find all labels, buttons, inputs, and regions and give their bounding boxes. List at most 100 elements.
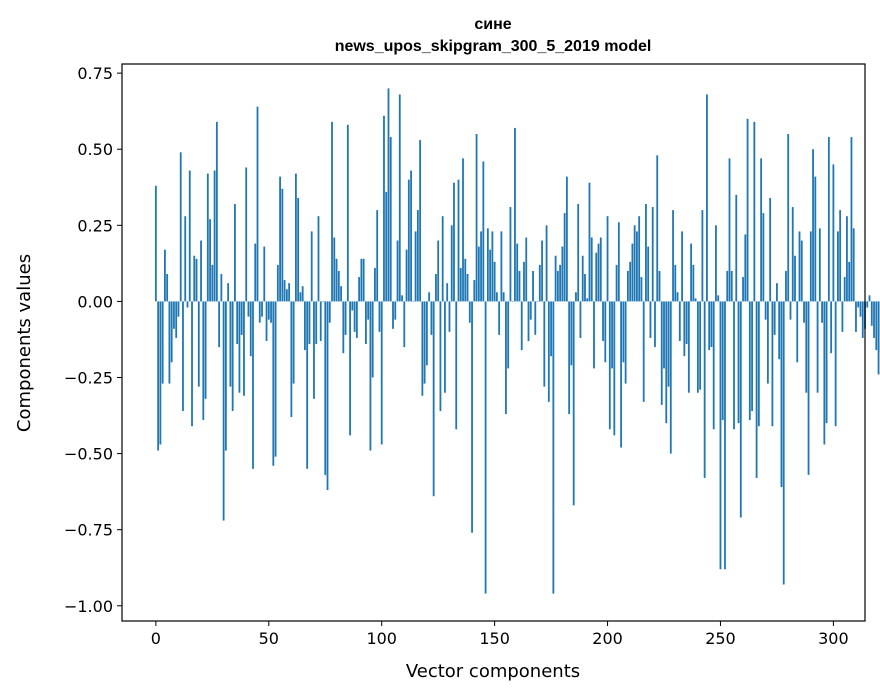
- bar: [157, 301, 160, 451]
- bar: [516, 243, 519, 302]
- bar: [785, 270, 787, 302]
- bar: [459, 267, 462, 302]
- bar: [787, 134, 790, 302]
- bar: [710, 301, 713, 348]
- bar: [306, 301, 309, 469]
- bar: [778, 301, 781, 360]
- bar: [611, 301, 613, 369]
- bar: [629, 261, 632, 302]
- chart-title-line1: сине: [474, 16, 511, 33]
- bar: [794, 255, 796, 302]
- bar: [651, 207, 654, 302]
- bar: [766, 301, 769, 384]
- bar: [586, 298, 589, 302]
- bar: [505, 301, 507, 415]
- bar: [717, 295, 720, 302]
- bar: [527, 301, 530, 341]
- bar: [365, 301, 367, 345]
- bar: [534, 301, 537, 335]
- bar: [658, 270, 661, 302]
- bar: [617, 222, 620, 302]
- bar: [394, 301, 397, 320]
- bar: [692, 264, 695, 302]
- bar: [773, 301, 776, 335]
- bar: [182, 301, 184, 411]
- bar: [220, 274, 223, 302]
- bar: [572, 301, 575, 506]
- bar: [265, 301, 268, 341]
- bar: [590, 237, 593, 302]
- bar: [380, 301, 383, 445]
- bar: [622, 301, 625, 363]
- bar: [396, 240, 399, 302]
- bar: [800, 240, 803, 302]
- bar: [615, 264, 618, 302]
- bar: [547, 301, 550, 402]
- bar: [715, 225, 717, 302]
- bar: [550, 301, 552, 357]
- bar: [672, 210, 674, 302]
- bar: [498, 301, 501, 335]
- bar: [536, 301, 539, 302]
- bar: [654, 301, 656, 348]
- bar: [690, 243, 693, 302]
- bar: [823, 301, 826, 445]
- bar: [480, 231, 482, 302]
- bar: [509, 207, 512, 302]
- bar: [816, 301, 819, 393]
- bar: [188, 170, 191, 302]
- bar: [850, 137, 853, 302]
- bar: [812, 149, 814, 302]
- bar: [247, 301, 250, 317]
- bar: [575, 292, 577, 302]
- bar: [837, 231, 839, 302]
- bar: [581, 255, 584, 302]
- bar: [719, 301, 722, 570]
- bar: [464, 258, 467, 302]
- bar: [561, 246, 564, 302]
- bar: [227, 283, 230, 302]
- bar: [699, 301, 702, 390]
- bar: [378, 301, 381, 332]
- bar: [656, 155, 659, 302]
- bar: [757, 301, 760, 427]
- bar: [276, 264, 279, 302]
- y-tick-label: −0.25: [64, 369, 113, 388]
- bar: [186, 301, 189, 308]
- bar: [360, 258, 363, 302]
- bar: [159, 301, 162, 445]
- bar: [728, 158, 731, 302]
- bar: [285, 289, 288, 302]
- bar: [267, 301, 270, 320]
- bar: [292, 301, 295, 384]
- bar: [294, 173, 297, 302]
- bar: [319, 301, 322, 341]
- bar: [475, 134, 478, 302]
- bar: [484, 301, 487, 594]
- bar: [875, 301, 878, 351]
- bar: [407, 179, 410, 302]
- bar: [444, 301, 446, 393]
- bar: [249, 301, 252, 357]
- bar: [696, 301, 699, 393]
- bar: [846, 216, 848, 302]
- bar: [256, 106, 259, 302]
- bar: [834, 301, 837, 427]
- bar: [647, 246, 650, 302]
- bar: [170, 301, 173, 363]
- bar: [193, 255, 196, 302]
- bar: [870, 301, 873, 326]
- bar: [173, 301, 175, 329]
- bar: [243, 301, 245, 396]
- bar: [538, 264, 541, 302]
- bar: [310, 231, 313, 302]
- bar: [376, 210, 379, 302]
- bar: [744, 234, 747, 302]
- bar: [493, 261, 496, 302]
- bar: [358, 277, 361, 302]
- bar: [620, 301, 622, 448]
- bar-series: [154, 88, 880, 594]
- bar: [532, 270, 534, 302]
- bar: [649, 301, 652, 338]
- bar: [385, 191, 388, 302]
